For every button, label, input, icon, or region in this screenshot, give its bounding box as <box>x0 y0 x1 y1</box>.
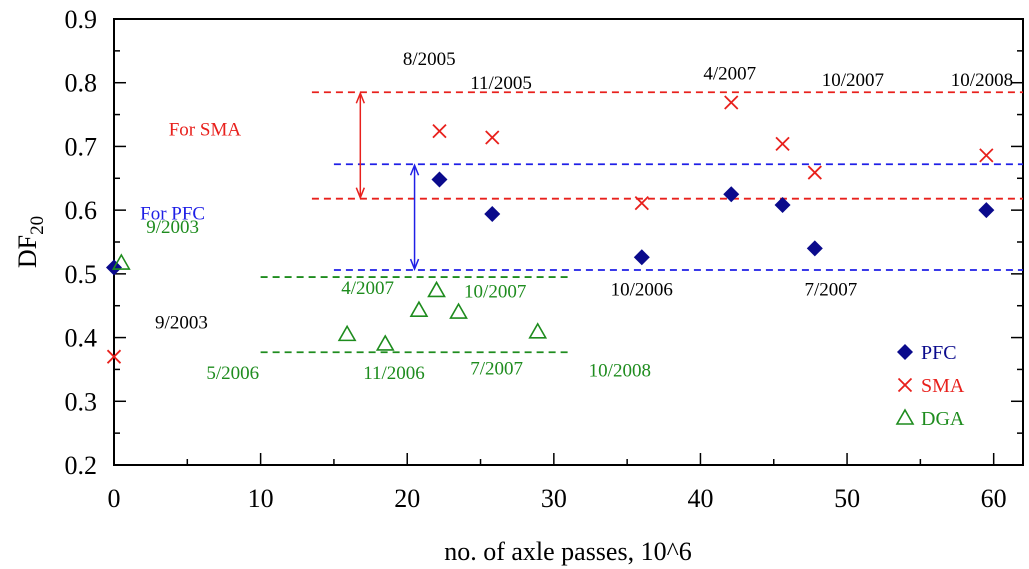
pfc-point <box>633 249 650 266</box>
y-tick-label: 0.9 <box>65 5 98 34</box>
date-annotation: 4/2007 <box>703 64 756 85</box>
x-tick-label: 40 <box>687 484 713 513</box>
pfc-point <box>484 205 501 222</box>
dga-point <box>409 300 429 317</box>
y-axis-title-main: DF <box>13 235 42 268</box>
y-axis-title-text: DF20 <box>13 216 48 268</box>
date-annotation: 10/2007 <box>822 70 884 91</box>
date-annotation: 4/2007 <box>341 278 394 299</box>
date-annotation: 10/2006 <box>611 280 673 301</box>
axis-tick-labels: 0 10 20 30 40 50 60 0.2 0.3 0.4 0.5 0.6 0.7 0.8 0.9 <box>65 5 1007 513</box>
range-arrow-label: For PFC <box>140 204 205 225</box>
series-sma <box>106 95 994 364</box>
date-annotation: 7/2007 <box>805 280 858 301</box>
plot-frame <box>113 18 1024 466</box>
sma-point <box>106 349 122 364</box>
data-points <box>106 95 995 364</box>
x-tick-label: 50 <box>834 484 860 513</box>
reference-lines <box>260 91 1023 354</box>
date-annotation: 11/2005 <box>470 73 532 94</box>
date-annotation: 11/2006 <box>363 363 425 384</box>
sma-point-stroke-b <box>634 195 649 211</box>
y-axis-title-subscript: 20 <box>27 216 48 235</box>
series-dga <box>111 253 548 351</box>
legend-label-sma: SMA <box>921 375 965 397</box>
dga-point <box>111 253 131 270</box>
sma-point <box>979 148 994 163</box>
legend-label-pfc: PFC <box>921 342 957 364</box>
y-tick-label: 0.5 <box>65 260 98 289</box>
y-tick-label: 0.4 <box>65 324 98 353</box>
sma-point <box>807 165 822 180</box>
range-arrow-head-down <box>409 258 420 272</box>
date-annotation: 5/2006 <box>206 363 259 384</box>
sma-point-stroke-b <box>775 136 790 152</box>
dga-point <box>337 324 357 342</box>
range-arrows: For SMA For PFC <box>140 91 420 272</box>
sma-point-stroke-b <box>979 148 994 163</box>
sma-point <box>775 136 790 152</box>
date-annotation: 9/2003 <box>146 217 199 238</box>
sma-point <box>724 95 739 110</box>
sma-point-stroke-b <box>807 165 822 180</box>
sma-point-stroke-b <box>485 130 500 145</box>
date-annotation: 10/2008 <box>951 70 1013 91</box>
pfc-point <box>806 240 823 257</box>
date-annotation: 9/2003 <box>155 313 208 334</box>
y-tick-label: 0.8 <box>65 69 98 98</box>
sma-point-stroke-b <box>106 349 122 364</box>
legend-marker-sma-stroke-b <box>897 377 913 393</box>
y-tick-label: 0.6 <box>65 196 98 225</box>
date-annotation: 7/2007 <box>470 359 523 380</box>
dga-point <box>375 334 395 351</box>
pfc-point <box>723 186 740 203</box>
date-annotation: 8/2005 <box>403 49 456 70</box>
sma-point-stroke-b <box>724 95 739 110</box>
y-axis-title: DF20 <box>13 216 48 268</box>
pfc-point <box>978 202 995 219</box>
x-axis-title: no. of axle passes, 10^6 <box>444 537 692 566</box>
x-tick-label: 10 <box>248 484 274 513</box>
range-arrow-head-up <box>355 91 366 104</box>
sma-point <box>432 124 447 139</box>
sma-point <box>634 195 649 211</box>
range-arrow-label: For SMA <box>169 120 242 141</box>
legend: PFC SMA DGA <box>895 342 965 430</box>
date-annotation: 10/2007 <box>464 281 526 302</box>
pfc-point <box>774 197 791 214</box>
range-arrow-head-up <box>409 163 420 176</box>
y-tick-label: 0.2 <box>65 451 98 480</box>
axis-ticks <box>113 18 1023 466</box>
x-tick-label: 60 <box>981 484 1007 513</box>
legend-marker-sma <box>897 377 913 393</box>
y-tick-label: 0.7 <box>65 132 98 161</box>
dga-point <box>427 280 446 298</box>
x-tick-label: 30 <box>541 484 567 513</box>
annotations: 8/2005 11/2005 4/2007 10/2007 10/2008 10/2006… <box>146 49 1013 384</box>
legend-marker-pfc <box>897 344 913 360</box>
range-arrow-head-down <box>355 187 366 200</box>
dga-point <box>528 322 548 339</box>
sma-point-stroke-b <box>432 124 447 139</box>
legend-marker-dga <box>895 408 915 425</box>
pfc-point <box>431 171 448 188</box>
x-tick-label: 0 <box>108 484 121 513</box>
series-pfc <box>106 171 995 276</box>
y-tick-label: 0.3 <box>65 387 98 416</box>
date-annotation: 10/2008 <box>589 360 651 381</box>
legend-label-dga: DGA <box>921 408 965 430</box>
x-tick-label: 20 <box>394 484 420 513</box>
sma-point <box>485 130 500 145</box>
dga-point <box>449 302 468 319</box>
